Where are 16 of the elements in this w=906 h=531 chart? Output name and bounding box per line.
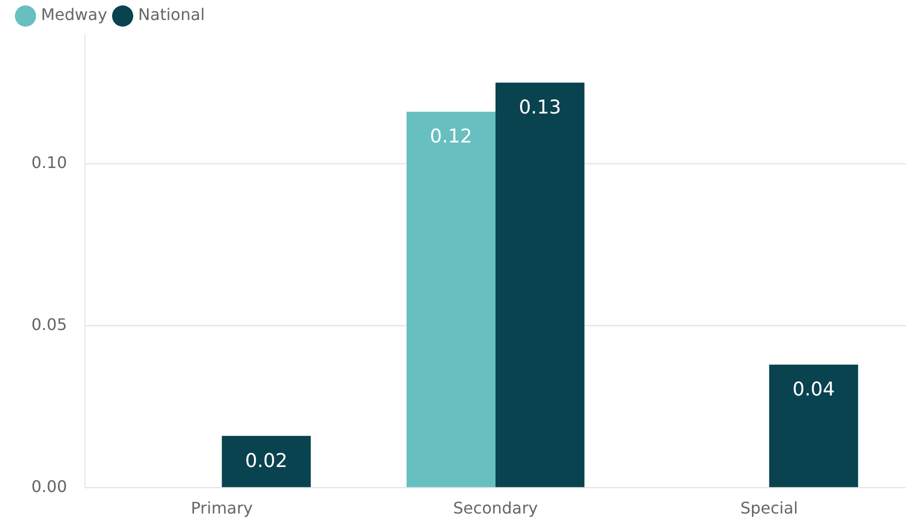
bar — [769, 364, 858, 488]
x-tick-label: Secondary — [453, 498, 538, 518]
legend-label: Medway — [41, 5, 108, 24]
y-tick-label: 0.05 — [31, 314, 67, 334]
data-label: 0.04 — [792, 378, 835, 401]
y-tick-label: 0.00 — [31, 476, 67, 496]
bar — [496, 82, 584, 488]
data-label: 0.13 — [518, 96, 562, 119]
data-label: 0.12 — [430, 126, 472, 148]
bar — [406, 112, 496, 488]
x-tick-label: Special — [740, 498, 798, 518]
bar — [222, 436, 311, 488]
x-tick-label: Primary — [190, 498, 253, 518]
legend-label: National — [138, 5, 205, 24]
data-label: 0.02 — [245, 450, 288, 472]
y-tick-label: 0.10 — [31, 152, 67, 172]
